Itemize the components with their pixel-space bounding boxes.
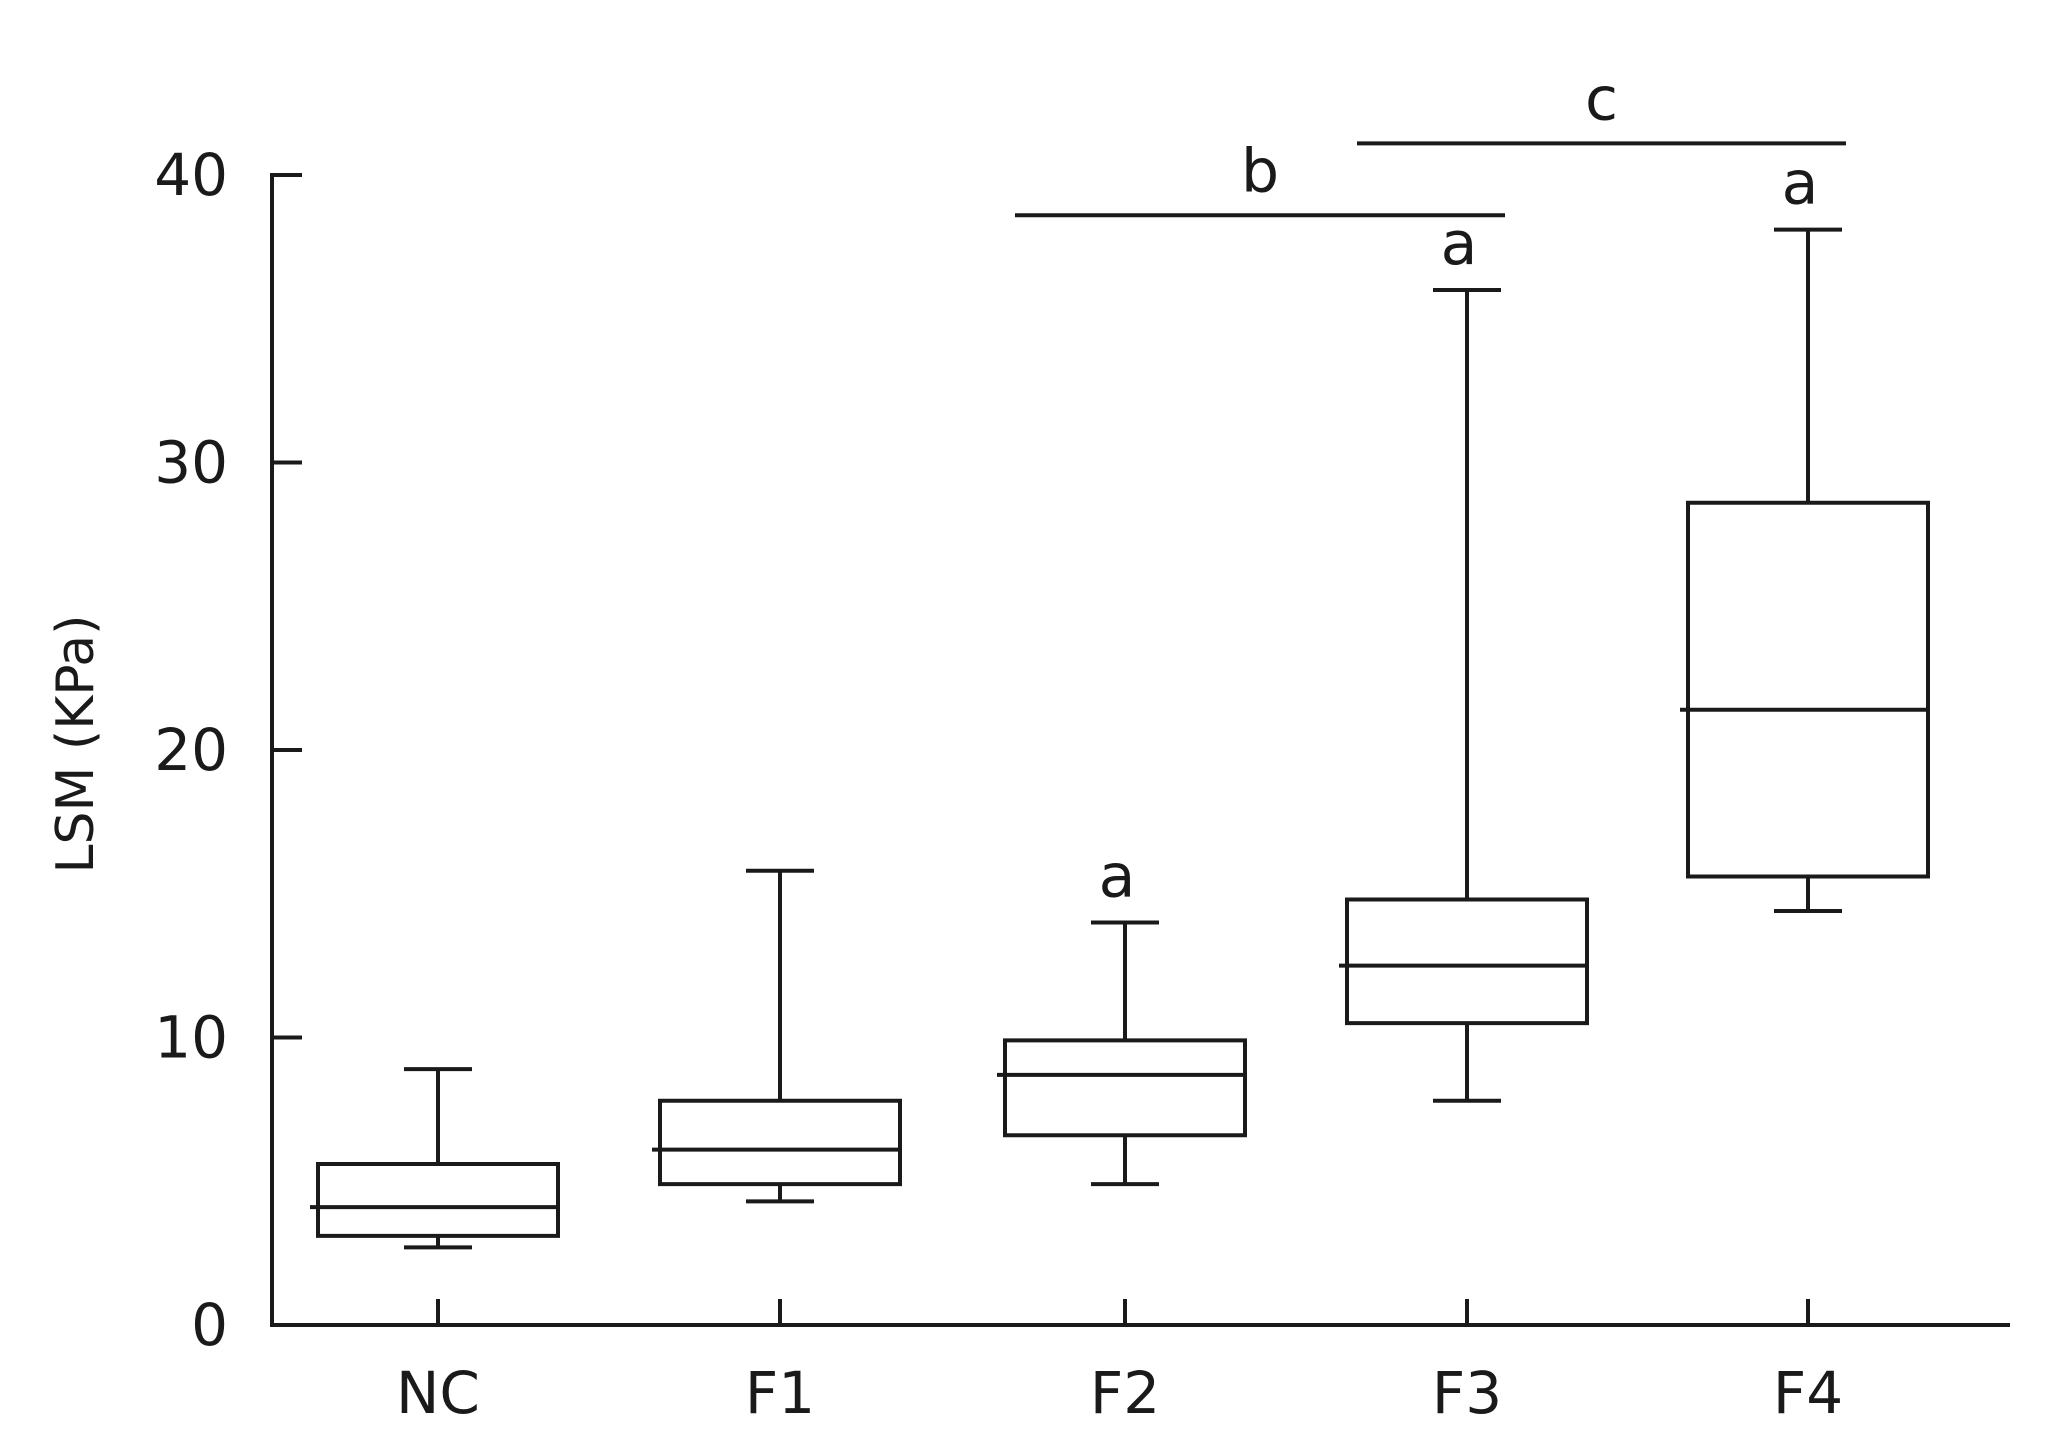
significance-label: a (1782, 149, 1819, 219)
significance-label: a (1099, 842, 1136, 912)
iqr-box (316, 1162, 560, 1238)
box-f3: a (1339, 209, 1589, 1103)
significance-label: a (1441, 209, 1478, 279)
iqr-box (1686, 500, 1930, 879)
x-tick-label: F1 (745, 1359, 815, 1427)
x-tick-label: F2 (1090, 1359, 1160, 1427)
iqr-box (658, 1098, 902, 1187)
box-nc (310, 1067, 560, 1250)
box-f2: a (997, 842, 1247, 1187)
bracket-c: c (1357, 64, 1846, 146)
y-tick-label: 30 (154, 429, 228, 497)
y-tick-label: 20 (154, 716, 228, 784)
bracket-label: c (1585, 64, 1618, 134)
y-tick-label: 0 (191, 1291, 228, 1359)
y-tick-label: 40 (154, 141, 228, 209)
box-f1 (652, 868, 902, 1204)
iqr-box (1345, 897, 1589, 1026)
y-axis-title: LSM (KPa) (46, 615, 106, 874)
axes: 0 10 20 30 40 NC F1 F2 F3 F4 (154, 141, 2010, 1427)
x-tick-label: F3 (1432, 1359, 1502, 1427)
significance-brackets: bc (1015, 64, 1846, 218)
x-tick-label: F4 (1773, 1359, 1843, 1427)
bracket-b: b (1015, 136, 1505, 218)
bracket-label: b (1241, 136, 1279, 206)
boxes: a a a (310, 149, 1930, 1250)
x-tick-label: NC (396, 1359, 480, 1427)
box-f4: a (1680, 149, 1930, 913)
iqr-box (1003, 1038, 1247, 1138)
y-tick-label: 10 (154, 1004, 228, 1072)
